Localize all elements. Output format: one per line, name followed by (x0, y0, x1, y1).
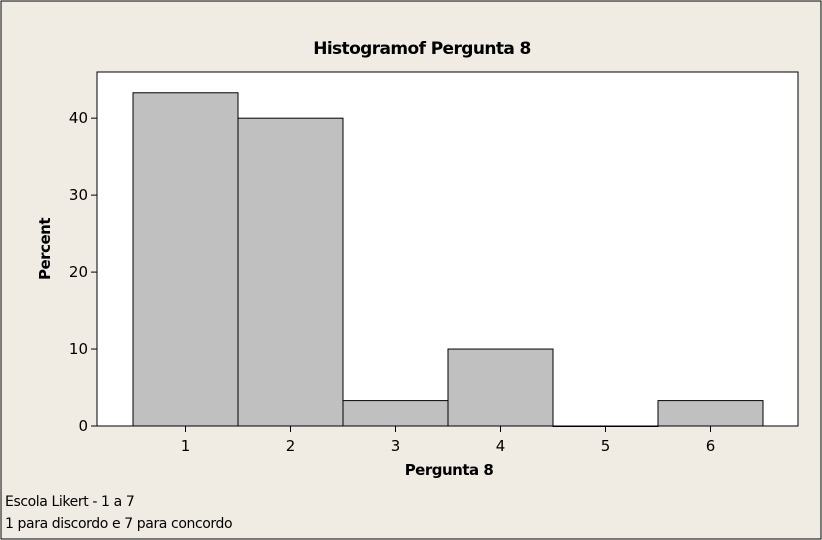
y-tick-label-30: 30 (69, 186, 88, 204)
x-tick-label-2: 2 (286, 437, 296, 455)
y-axis: 0 10 20 30 40 (69, 109, 97, 435)
x-tick-label-4: 4 (496, 437, 506, 455)
x-tick-label-5: 5 (601, 437, 611, 455)
chart-title: Histogramof Pergunta 8 (313, 39, 531, 59)
x-tick-label-3: 3 (391, 437, 401, 455)
bar-1 (132, 92, 239, 427)
bars-group (132, 92, 764, 427)
y-tick-label-0: 0 (78, 417, 88, 435)
x-axis: 1 2 3 4 5 6 (181, 426, 716, 455)
y-tick-label-40: 40 (69, 109, 88, 127)
bar-2 (237, 117, 344, 427)
y-tick-label-20: 20 (69, 263, 88, 281)
footnote-line-1: Escola Likert - 1 a 7 (5, 494, 134, 510)
footnote-line-2: 1 para discordo e 7 para concordo (5, 516, 232, 532)
y-tick-label-10: 10 (69, 340, 88, 358)
bar-6 (657, 400, 764, 427)
x-tick-label-1: 1 (181, 437, 191, 455)
x-tick-label-6: 6 (706, 437, 716, 455)
bar-3 (342, 400, 449, 427)
bar-4 (447, 348, 554, 427)
y-axis-label: Percent (36, 218, 54, 280)
x-axis-label: Pergunta 8 (405, 461, 494, 479)
